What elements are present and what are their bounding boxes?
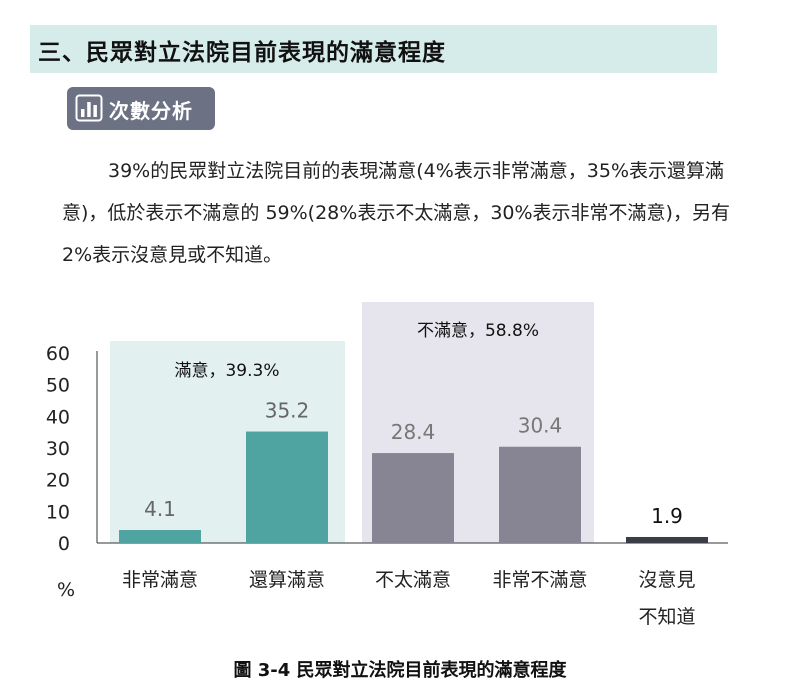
data-label-0: 4.1 [144,497,176,521]
y-tick-label: 60 [46,343,70,365]
group-label-1: 不滿意，58.8% [417,321,539,341]
bar-chart: 0 10 20 30 40 50 60% 滿意，39.3% 不滿意，58.8% 4.1 35.2 2… [46,302,728,628]
category-label-2: 不太滿意 [375,569,451,591]
summary-text: 39%的民眾對立法院目前的表現滿意(4%表示非常滿意，35%表示還算滿意)，低於… [62,160,730,266]
section-title: 三、民眾對立法院目前表現的滿意程度 [38,40,446,66]
category-label-4: 沒意見 [638,569,695,591]
category-label-4: 不知道 [638,606,695,628]
y-tick-label: 10 [46,501,70,523]
category-label-0: 非常滿意 [122,569,198,591]
category-label-1: 還算滿意 [249,569,325,591]
data-label-2: 28.4 [391,420,436,444]
y-tick-label: 20 [46,470,70,492]
bar-3 [499,446,581,543]
data-label-1: 35.2 [265,399,310,423]
group-label-0: 滿意，39.3% [174,361,279,381]
data-label-3: 30.4 [518,414,563,438]
bar-4 [626,536,708,543]
section-header: 三、民眾對立法院目前表現的滿意程度 [30,25,717,73]
bar-1 [246,431,328,543]
data-label-4: 1.9 [651,504,683,528]
bar-2 [372,453,454,543]
y-tick-label: 30 [46,438,70,460]
category-label-3: 非常不滿意 [492,569,587,591]
bar-0 [119,530,201,543]
y-tick-label: 40 [46,406,70,428]
figure-caption: 圖 3-4 民眾對立法院目前表現的滿意程度 [233,660,567,681]
analysis-badge: 次數分析 [67,87,215,130]
y-tick-label: 0 [58,533,70,555]
bar-chart-icon [75,94,103,122]
y-tick-label: 50 [46,375,70,397]
badge-label: 次數分析 [109,99,193,123]
summary-paragraph: 39%的民眾對立法院目前的表現滿意(4%表示非常滿意，35%表示還算滿意)，低於… [62,150,752,276]
y-axis-unit: % [57,579,75,601]
